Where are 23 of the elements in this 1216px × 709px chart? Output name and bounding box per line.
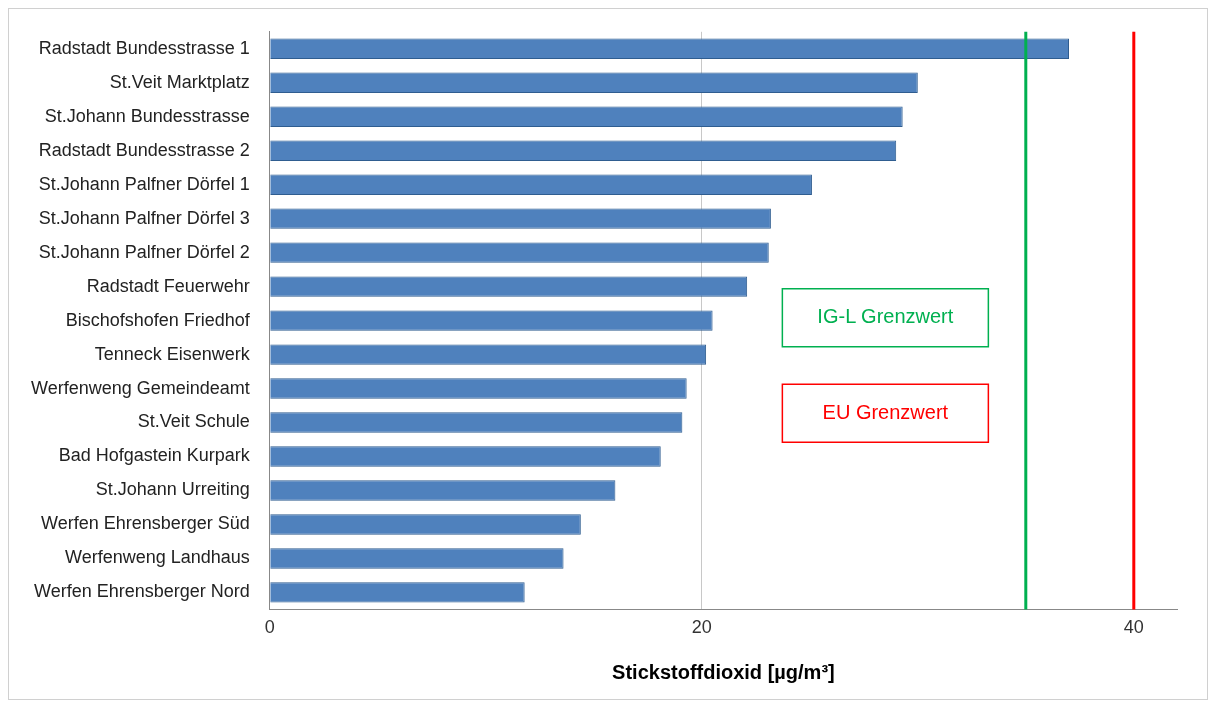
y-tick-label: St.Johann Palfner Dörfel 2	[38, 241, 250, 262]
y-tick-label: St.Johann Urreiting	[95, 479, 250, 500]
y-tick-label: St.Johann Bundesstrasse	[44, 105, 250, 126]
x-tick-label: 20	[691, 617, 712, 638]
y-tick-label: St.Veit Schule	[137, 411, 250, 432]
x-tick-label: 0	[264, 617, 275, 638]
y-tick-label: Bischofshofen Friedhof	[65, 309, 251, 330]
y-tick-label: Radstadt Feuerwehr	[86, 275, 250, 296]
ref-line-label: EU Grenzwert	[822, 400, 949, 423]
y-tick-label: Tenneck Eisenwerk	[94, 343, 251, 364]
y-tick-label: Radstadt Bundesstrasse 1	[38, 37, 250, 58]
y-tick-label: Werfen Ehrensberger Süd	[40, 513, 250, 534]
y-tick-label: St.Johann Palfner Dörfel 3	[38, 207, 250, 228]
ref-line-label: IG-L Grenzwert	[817, 305, 954, 328]
y-tick-label: St.Veit Marktplatz	[109, 71, 250, 92]
y-tick-label: Werfen Ehrensberger Nord	[34, 581, 250, 602]
y-tick-label: Bad Hofgastein Kurpark	[58, 445, 251, 466]
x-tick-label: 40	[1123, 617, 1144, 638]
y-tick-label: Werfenweng Landhaus	[64, 547, 250, 568]
y-tick-label: Radstadt Bundesstrasse 2	[38, 139, 250, 160]
x-axis-title: Stickstoffdioxid [µg/m³]	[612, 660, 835, 683]
y-tick-label: St.Johann Palfner Dörfel 1	[38, 173, 250, 194]
y-tick-label: Werfenweng Gemeindeamt	[31, 377, 250, 398]
